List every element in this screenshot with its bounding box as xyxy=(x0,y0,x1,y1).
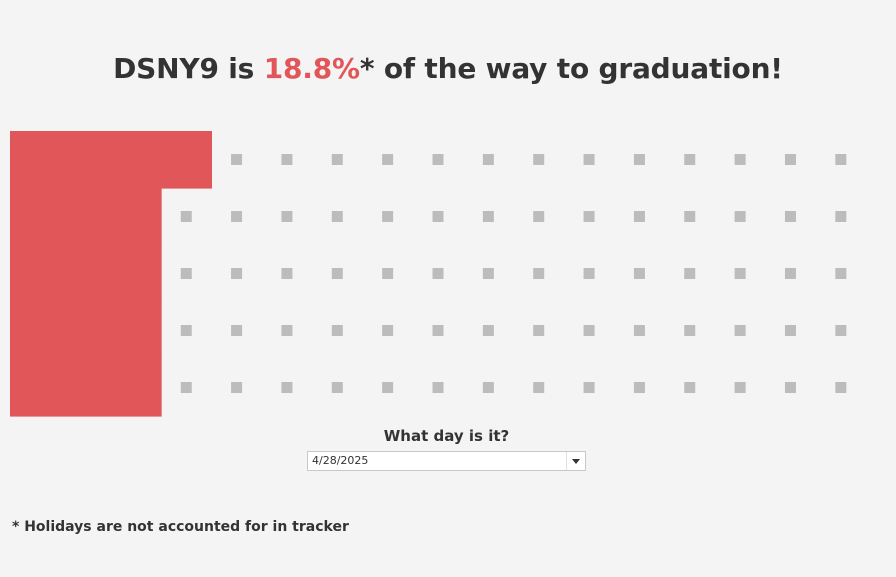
waffle-cell-remaining xyxy=(482,268,494,279)
waffle-cell-remaining xyxy=(382,211,394,222)
waffle-cell-remaining xyxy=(583,154,595,165)
waffle-cell-remaining xyxy=(231,211,243,222)
waffle-cell-remaining xyxy=(180,382,192,393)
waffle-cell-remaining xyxy=(533,382,545,393)
waffle-cell-remaining xyxy=(583,325,595,336)
waffle-cell-remaining xyxy=(684,211,696,222)
waffle-cell-remaining xyxy=(684,154,696,165)
date-select-value: 4/28/2025 xyxy=(312,454,369,467)
waffle-cell-remaining xyxy=(734,325,746,336)
waffle-cell-remaining xyxy=(482,382,494,393)
waffle-cell-remaining xyxy=(684,268,696,279)
waffle-cell-remaining xyxy=(482,154,494,165)
waffle-cell-remaining xyxy=(835,154,847,165)
waffle-cell-remaining xyxy=(331,268,343,279)
title-connector: is xyxy=(218,52,264,85)
waffle-cell-remaining xyxy=(734,382,746,393)
waffle-cell-remaining xyxy=(633,154,645,165)
waffle-cell-completed xyxy=(10,131,61,189)
waffle-cell-completed xyxy=(60,188,112,246)
waffle-cell-remaining xyxy=(432,325,444,336)
progress-percent: 18.8% xyxy=(263,52,360,85)
waffle-cell-remaining xyxy=(633,268,645,279)
waffle-cell-completed xyxy=(60,131,112,189)
waffle-cell-remaining xyxy=(784,268,796,279)
waffle-cell-remaining xyxy=(281,154,293,165)
waffle-cell-completed xyxy=(161,131,213,189)
title-remainder: * of the way to graduation! xyxy=(359,52,783,85)
waffle-cell-remaining xyxy=(281,268,293,279)
waffle-cell-remaining xyxy=(231,268,243,279)
waffle-cell-completed xyxy=(110,131,162,189)
waffle-cell-completed xyxy=(110,188,162,246)
waffle-cell-remaining xyxy=(482,211,494,222)
waffle-cell-completed xyxy=(10,245,61,303)
waffle-cell-remaining xyxy=(533,325,545,336)
waffle-cell-remaining xyxy=(583,382,595,393)
waffle-cell-completed xyxy=(110,302,162,360)
waffle-cell-remaining xyxy=(231,325,243,336)
waffle-cell-remaining xyxy=(734,211,746,222)
waffle-cell-completed xyxy=(10,188,61,246)
waffle-cell-remaining xyxy=(180,325,192,336)
waffle-cell-remaining xyxy=(633,325,645,336)
waffle-cell-remaining xyxy=(180,268,192,279)
waffle-cell-remaining xyxy=(432,382,444,393)
waffle-cell-remaining xyxy=(835,268,847,279)
waffle-cell-completed xyxy=(60,302,112,360)
chevron-down-icon xyxy=(572,459,580,464)
waffle-cell-remaining xyxy=(382,268,394,279)
waffle-cell-remaining xyxy=(331,382,343,393)
waffle-cell-remaining xyxy=(331,325,343,336)
waffle-cell-remaining xyxy=(281,382,293,393)
waffle-cell-remaining xyxy=(432,268,444,279)
waffle-cell-remaining xyxy=(684,382,696,393)
waffle-cell-remaining xyxy=(533,211,545,222)
date-select[interactable]: 4/28/2025 xyxy=(307,451,586,471)
waffle-cell-completed xyxy=(60,245,112,303)
waffle-cell-remaining xyxy=(533,268,545,279)
waffle-cell-remaining xyxy=(231,382,243,393)
page-title: DSNY9 is 18.8%* of the way to graduation… xyxy=(0,52,896,85)
waffle-cell-remaining xyxy=(231,154,243,165)
waffle-cell-remaining xyxy=(583,268,595,279)
waffle-cell-remaining xyxy=(432,211,444,222)
waffle-cell-remaining xyxy=(180,211,192,222)
waffle-cell-remaining xyxy=(835,382,847,393)
waffle-cell-remaining xyxy=(835,211,847,222)
waffle-cell-remaining xyxy=(633,382,645,393)
waffle-cell-remaining xyxy=(633,211,645,222)
waffle-cell-completed xyxy=(110,245,162,303)
waffle-cell-remaining xyxy=(784,154,796,165)
waffle-cell-remaining xyxy=(281,325,293,336)
waffle-cell-remaining xyxy=(432,154,444,165)
waffle-cell-remaining xyxy=(734,268,746,279)
waffle-cell-remaining xyxy=(684,325,696,336)
waffle-cell-remaining xyxy=(734,154,746,165)
waffle-cell-remaining xyxy=(784,325,796,336)
waffle-cell-remaining xyxy=(382,382,394,393)
date-select-dropdown-button[interactable] xyxy=(566,452,585,470)
waffle-cell-completed xyxy=(60,359,112,417)
waffle-cell-remaining xyxy=(583,211,595,222)
waffle-cell-remaining xyxy=(533,154,545,165)
waffle-cell-remaining xyxy=(382,154,394,165)
waffle-cell-completed xyxy=(10,302,61,360)
waffle-cell-remaining xyxy=(281,211,293,222)
waffle-cell-remaining xyxy=(835,325,847,336)
waffle-cell-completed xyxy=(10,359,61,417)
waffle-cell-completed xyxy=(110,359,162,417)
waffle-cell-remaining xyxy=(331,154,343,165)
waffle-cell-remaining xyxy=(784,382,796,393)
date-filter-label: What day is it? xyxy=(383,427,510,445)
waffle-cell-remaining xyxy=(482,325,494,336)
waffle-cell-remaining xyxy=(382,325,394,336)
footnote: * Holidays are not accounted for in trac… xyxy=(12,519,349,535)
waffle-cell-remaining xyxy=(784,211,796,222)
cohort-name: DSNY9 xyxy=(113,52,219,85)
waffle-cell-remaining xyxy=(331,211,343,222)
